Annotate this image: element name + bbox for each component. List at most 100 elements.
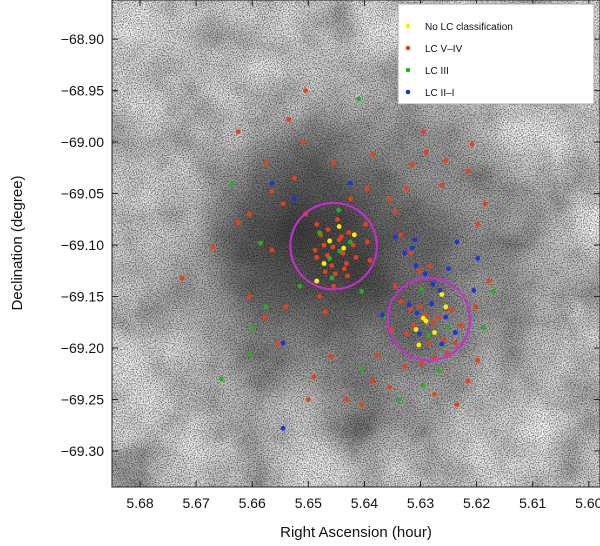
- x-tick-label: 5.68: [126, 495, 153, 511]
- data-point: [443, 304, 449, 310]
- data-point: [475, 357, 481, 363]
- data-point: [322, 269, 328, 275]
- data-point: [465, 378, 471, 384]
- data-point: [420, 315, 426, 321]
- x-tick-label: 5.67: [183, 495, 210, 511]
- legend-label-lc-ii-i: LC II–I: [425, 88, 454, 99]
- data-point: [436, 314, 441, 320]
- data-point: [432, 391, 437, 397]
- data-point: [331, 160, 336, 166]
- data-point: [423, 149, 429, 155]
- plot-frame: [111, 0, 600, 488]
- data-point: [314, 222, 320, 227]
- scatter-points: [179, 88, 496, 431]
- data-point: [413, 327, 419, 332]
- data-point: [229, 180, 235, 186]
- data-point: [475, 222, 481, 227]
- data-point: [439, 182, 445, 188]
- data-point: [374, 352, 380, 358]
- data-point: [404, 186, 409, 191]
- data-point: [364, 186, 370, 191]
- data-point: [263, 304, 269, 310]
- data-point: [454, 402, 460, 408]
- data-point: [291, 175, 297, 181]
- data-point: [416, 342, 422, 348]
- x-tick-label: 5.62: [463, 495, 490, 511]
- data-point: [329, 275, 335, 281]
- data-point: [452, 330, 458, 335]
- data-point: [436, 368, 441, 374]
- data-point: [465, 168, 471, 174]
- x-axis-title: Right Ascension (hour): [280, 524, 432, 541]
- y-tick-label: −69.30: [61, 443, 104, 459]
- data-point: [321, 261, 327, 266]
- data-point: [469, 141, 475, 147]
- data-point: [311, 374, 317, 380]
- data-point: [446, 266, 451, 272]
- data-point: [359, 402, 365, 408]
- data-point: [370, 152, 376, 157]
- x-tick-label: 5.66: [239, 495, 266, 511]
- data-point: [430, 281, 436, 287]
- data-point: [392, 209, 398, 215]
- y-tick-label: −69.10: [61, 237, 104, 253]
- data-point: [314, 278, 320, 284]
- data-point: [345, 273, 350, 279]
- data-point: [418, 304, 423, 310]
- x-tick-label: 5.65: [295, 495, 322, 511]
- legend-marker-lc-ii-i: [405, 89, 411, 95]
- data-point: [379, 312, 385, 318]
- x-tick-label: 5.60: [575, 495, 600, 511]
- data-point: [439, 341, 445, 347]
- data-point: [409, 162, 415, 168]
- data-point: [269, 247, 275, 253]
- data-point: [420, 382, 426, 388]
- data-point: [269, 189, 275, 194]
- data-point: [280, 201, 286, 207]
- data-point: [350, 242, 356, 248]
- legend-marker-lc-iii: [405, 67, 411, 73]
- y-tick-label: −69.20: [61, 340, 104, 356]
- data-point: [332, 271, 338, 277]
- y-tick-label: −69.25: [61, 391, 104, 407]
- data-point: [458, 322, 464, 328]
- data-point: [471, 287, 477, 293]
- data-point: [475, 256, 481, 261]
- data-point: [247, 350, 252, 356]
- data-point: [480, 325, 486, 330]
- data-point: [280, 340, 286, 346]
- data-point: [370, 378, 376, 384]
- data-point: [482, 201, 488, 207]
- data-point: [367, 258, 373, 263]
- data-point: [430, 319, 436, 325]
- data-point: [327, 238, 333, 244]
- y-tick-label: −69.05: [61, 186, 104, 202]
- data-point: [443, 314, 449, 320]
- data-point: [297, 283, 303, 289]
- data-point: [235, 129, 241, 135]
- data-point: [443, 158, 449, 164]
- data-point: [411, 322, 417, 328]
- data-point: [335, 216, 340, 222]
- data-point: [437, 287, 443, 293]
- data-point: [321, 242, 327, 248]
- data-point: [269, 180, 275, 186]
- data-point: [179, 275, 185, 281]
- data-point: [341, 245, 347, 251]
- region-circle: [289, 201, 378, 291]
- data-point: [486, 278, 492, 284]
- axis-ticks: 5.68 5.67 5.66 5.65 5.64 5.63 5.62 5.61 5.60 −68.…: [61, 0, 600, 511]
- data-point: [218, 376, 224, 382]
- data-point: [337, 248, 343, 254]
- data-point: [454, 239, 460, 245]
- data-point: [258, 240, 264, 246]
- data-point: [420, 129, 426, 135]
- data-point: [347, 180, 353, 186]
- annotation-circles: [289, 201, 472, 362]
- data-point: [402, 250, 408, 256]
- data-point: [336, 224, 342, 229]
- data-point: [280, 425, 286, 431]
- legend-box: [397, 3, 595, 105]
- x-tick-label: 5.61: [519, 495, 546, 511]
- y-tick-label: −68.90: [61, 31, 104, 47]
